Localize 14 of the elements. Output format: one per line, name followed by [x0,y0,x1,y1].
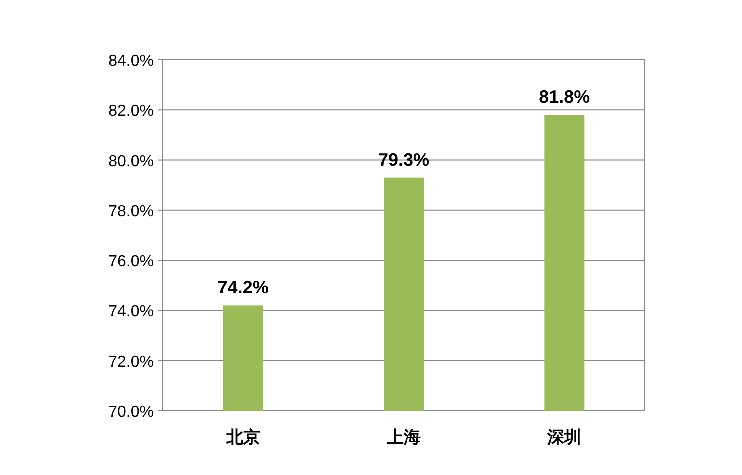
x-tick-label: 深圳 [546,428,582,447]
y-tick-label: 80.0% [108,153,154,170]
data-label: 79.3% [378,150,430,170]
data-label: 74.2% [218,278,269,298]
y-tick-label: 78.0% [108,203,154,220]
y-tick-label: 82.0% [108,103,154,120]
data-label: 81.8% [539,87,590,108]
y-tick-label: 76.0% [108,254,154,271]
x-tick-label: 上海 [386,428,421,447]
y-tick-label: 74.0% [108,304,154,321]
x-tick-label: 北京 [225,428,260,447]
y-tick-label: 72.0% [108,354,154,371]
y-tick-label: 84.0% [108,53,154,70]
y-tick-label: 70.0% [108,404,154,421]
